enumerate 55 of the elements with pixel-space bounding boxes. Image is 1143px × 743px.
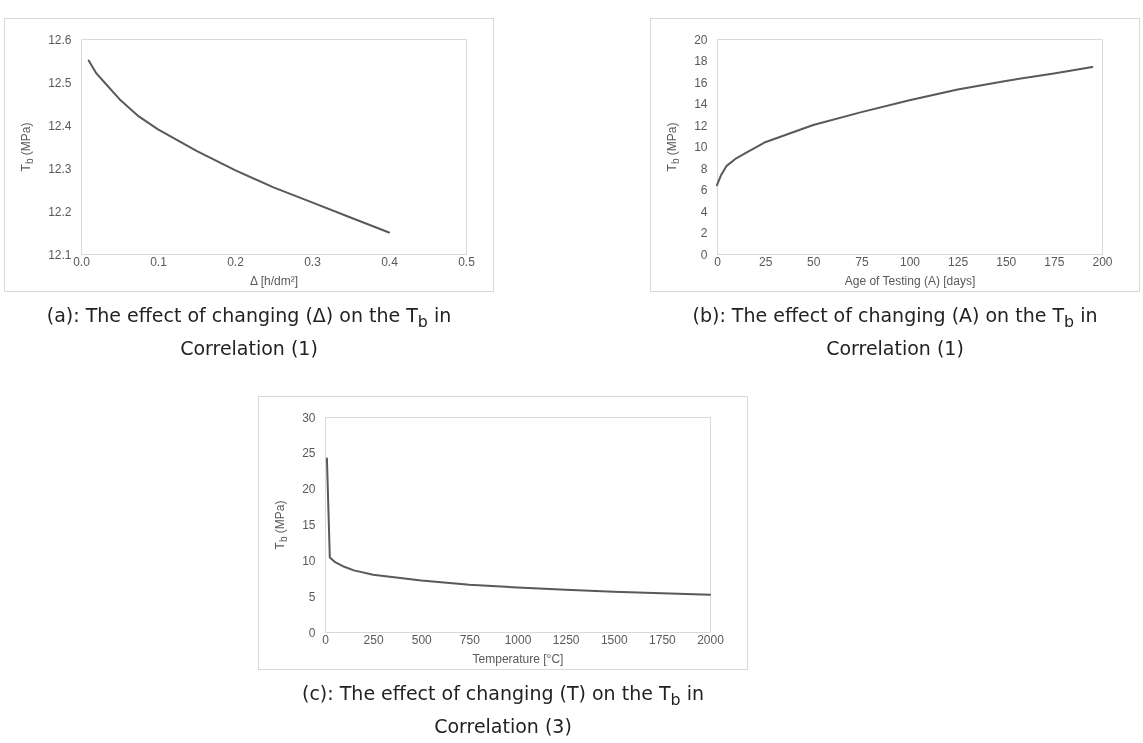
x-tick-label: 0 xyxy=(714,254,722,269)
x-tick-label: 50 xyxy=(807,254,821,269)
y-tick-label: 12.6 xyxy=(48,32,72,47)
x-tick-label: 750 xyxy=(459,632,481,647)
y-tick-label: 15 xyxy=(302,518,316,532)
x-tick-label: 500 xyxy=(411,632,433,647)
x-tick-label: 0.3 xyxy=(304,254,322,269)
x-tick-label: 0.5 xyxy=(458,254,476,269)
x-axis-title: Temperature [°C] xyxy=(472,651,564,666)
x-tick-label: 0.2 xyxy=(227,254,245,269)
line-series xyxy=(716,65,1094,187)
y-tick-label: 12.4 xyxy=(48,118,72,133)
x-tick-label: 100 xyxy=(899,254,921,269)
x-tick-label: 0.0 xyxy=(73,254,91,269)
x-tick-label: 75 xyxy=(855,254,869,269)
y-tick-label: 12.1 xyxy=(48,247,72,262)
chart-title: (a): The effect of changing (Δ) on the T$_{b}$ in Correlation (1) xyxy=(46,304,452,359)
y-tick-label: 30 xyxy=(302,410,316,425)
x-axis-title: Age of Testing (A) [days] xyxy=(844,273,976,288)
y-tick-label: 12.5 xyxy=(48,75,72,90)
y-tick-label: 12.3 xyxy=(48,161,72,176)
chart-title: (c): The effect of changing (T) on the T$_{b}$ in Correlation (3) xyxy=(302,682,704,737)
x-tick-label: 200 xyxy=(1092,254,1113,269)
y-tick-label: 12.2 xyxy=(48,204,72,219)
x-tick-label: 25 xyxy=(758,254,773,269)
y-tick-label: 14 xyxy=(694,97,708,111)
x-tick-label: 0.1 xyxy=(150,254,168,269)
y-tick-label: 10 xyxy=(694,140,708,154)
y-tick-label: 5 xyxy=(308,589,316,604)
x-tick-label: 2000 xyxy=(697,632,725,647)
y-tick-label: 6 xyxy=(700,183,708,197)
x-tick-label: 0 xyxy=(322,632,330,647)
x-tick-label: 1750 xyxy=(649,632,677,647)
x-tick-label: 150 xyxy=(996,254,1017,269)
line-series xyxy=(87,59,390,234)
x-tick-label: 1500 xyxy=(600,632,628,647)
x-tick-label: 1250 xyxy=(552,632,580,647)
x-tick-label: 0.4 xyxy=(381,254,399,269)
y-tick-label: 20 xyxy=(302,482,316,497)
y-tick-label: 2 xyxy=(700,226,708,240)
y-tick-label: 18 xyxy=(694,54,708,68)
line-series xyxy=(325,457,711,596)
x-tick-label: 175 xyxy=(1044,254,1065,269)
y-tick-label: 10 xyxy=(302,553,316,568)
chart-title: (b): The effect of changing (A) on the T$_{b}$ in Correlation (1) xyxy=(692,304,1098,359)
x-tick-label: 1000 xyxy=(504,632,532,647)
y-tick-label: 8 xyxy=(700,161,708,176)
x-tick-label: 250 xyxy=(363,632,384,647)
y-tick-label: 4 xyxy=(700,204,708,219)
y-tick-label: 20 xyxy=(694,32,708,47)
x-axis-title: Δ [h/dm²] xyxy=(249,273,299,288)
x-tick-label: 125 xyxy=(948,254,969,269)
y-tick-label: 12 xyxy=(694,118,708,133)
y-tick-label: 25 xyxy=(302,446,316,461)
y-tick-label: 16 xyxy=(694,75,708,90)
